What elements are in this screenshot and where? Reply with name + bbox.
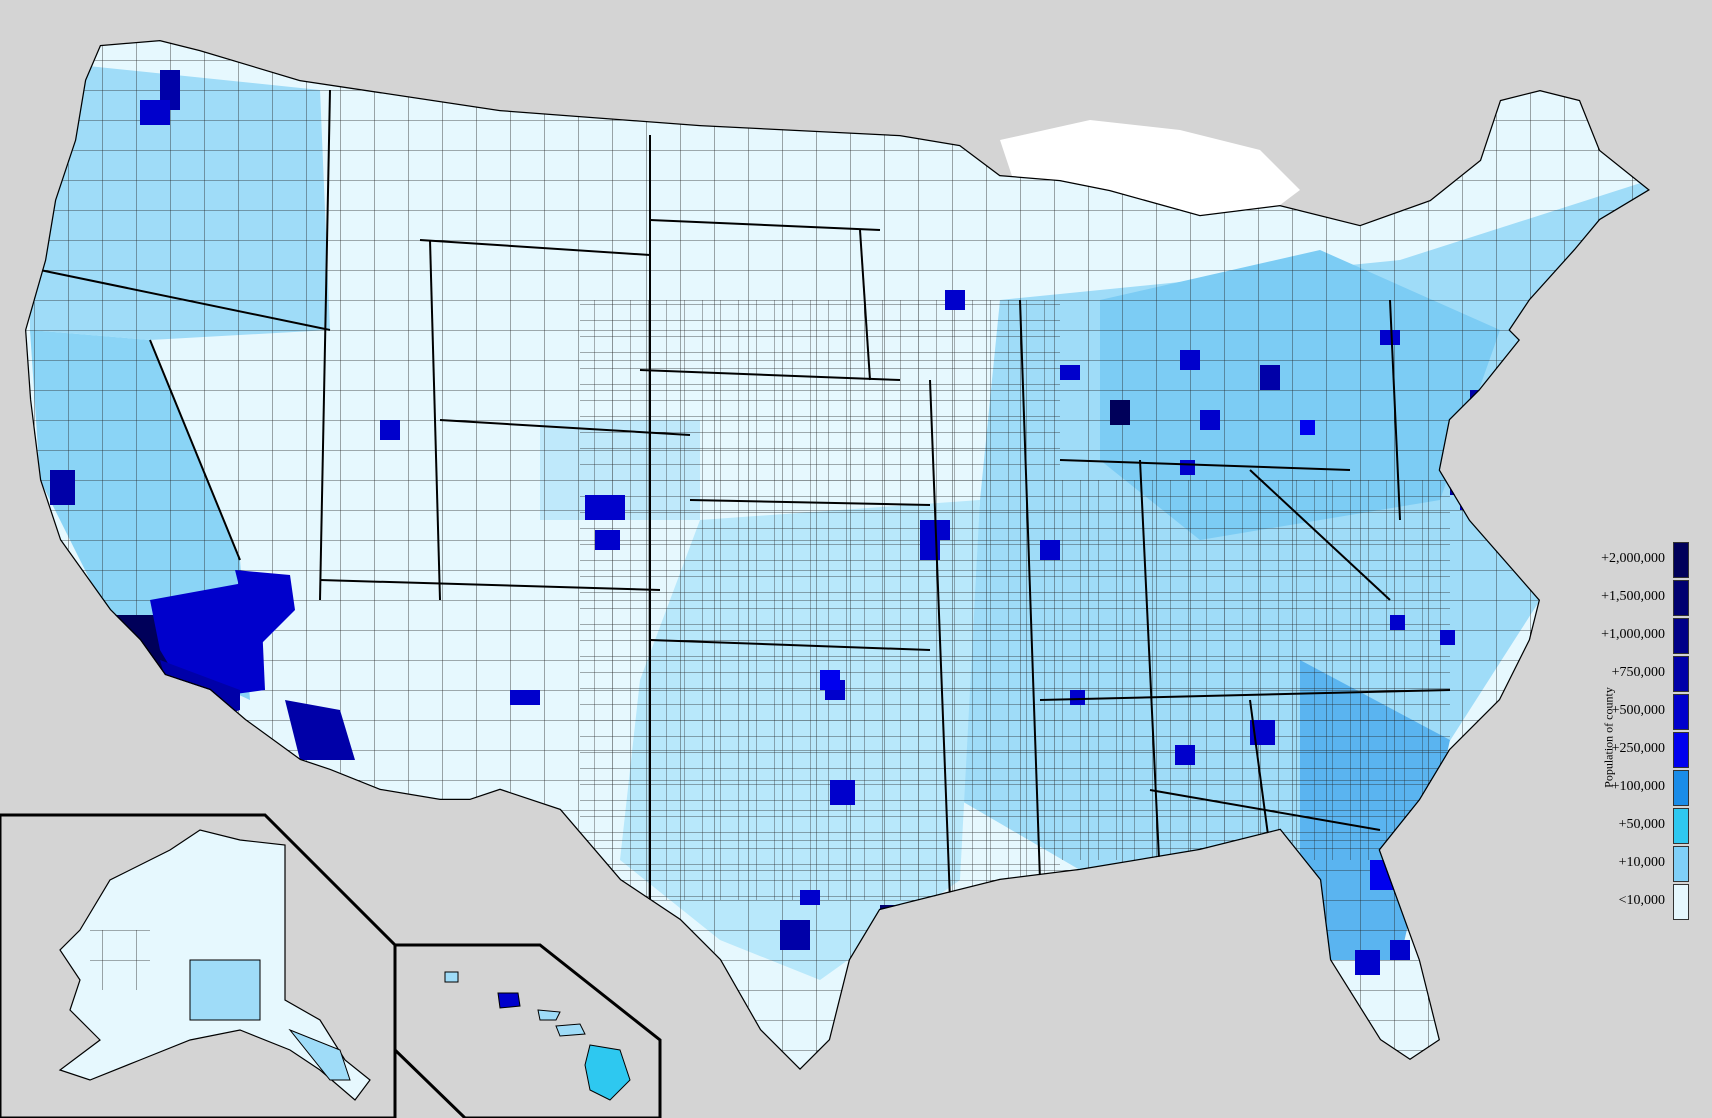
legend-swatch [1673,580,1689,616]
legend-item: +2,000,000 [1555,540,1705,580]
legend-item: +750,000 [1555,654,1705,694]
legend-item: <10,000 [1555,882,1705,922]
legend-item-label: +50,000 [1618,817,1665,832]
legend-item-label: +500,000 [1611,703,1665,718]
legend-item: +250,000 [1555,730,1705,770]
legend-swatch [1673,542,1689,578]
legend-item: +500,000 [1555,692,1705,732]
legend-item: +100,000 [1555,768,1705,808]
legend-item-label: +1,500,000 [1601,589,1665,604]
legend-item-label: <10,000 [1618,893,1665,908]
legend-item-label: +1,000,000 [1601,627,1665,642]
legend-swatch [1673,656,1689,692]
state-borders [39,89,1451,901]
legend-item-label: +100,000 [1611,779,1665,794]
legend-swatch [1673,770,1689,806]
legend-item-label: +2,000,000 [1601,551,1665,566]
legend-item: +1,000,000 [1555,616,1705,656]
legend-item-label: +250,000 [1611,741,1665,756]
legend-swatch [1673,884,1689,920]
alaska-inset [0,813,397,1118]
legend-swatch [1673,618,1689,654]
legend-swatch [1673,808,1689,844]
legend-item: +50,000 [1555,806,1705,846]
legend-swatch [1673,846,1689,882]
legend-swatch [1673,694,1689,730]
population-legend: Population of county +2,000,000 +1,500,00… [1555,540,1712,960]
legend-item: +10,000 [1555,844,1705,884]
legend-item-label: +10,000 [1618,855,1665,870]
legend-swatch [1673,732,1689,768]
legend-item: +1,500,000 [1555,578,1705,618]
legend-item-label: +750,000 [1611,665,1665,680]
hawaii-inset [393,943,662,1118]
